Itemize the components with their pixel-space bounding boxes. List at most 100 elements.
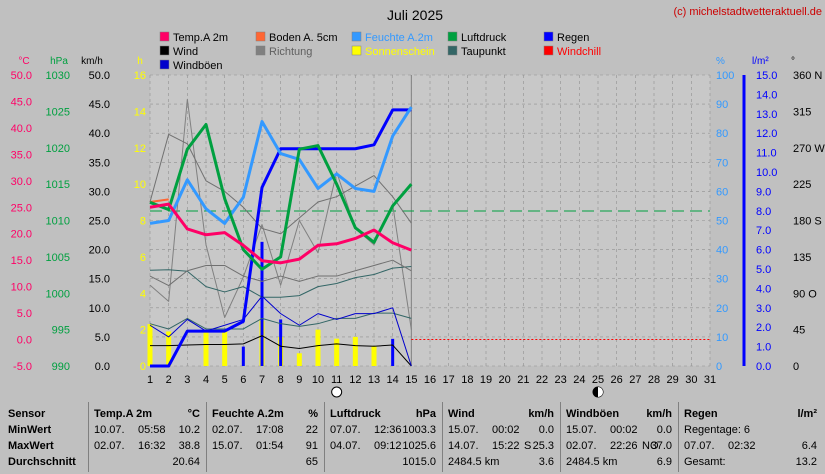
axis-tick-5-2: 13.0 <box>756 109 777 121</box>
label-maxwert: MaxWert <box>8 440 54 452</box>
legend-label-5: Wind <box>173 46 198 58</box>
x-tick-31: 31 <box>704 374 716 386</box>
legend-label-0: Temp.A 2m <box>173 32 228 44</box>
legend-label-7: Sonnenschein <box>365 46 435 58</box>
stats-panel-3: Wind km/h 15.07. 00:02 0.0 14.07. 15:22 S 25.3 24… <box>442 402 561 472</box>
x-tick-10: 10 <box>312 374 324 386</box>
rain-bar-7 <box>260 241 264 366</box>
axis-tick-5-15: 0.0 <box>756 361 771 373</box>
stats-title-5: Regen <box>684 408 718 420</box>
axis-tick-0-9: 5.0 <box>17 308 32 320</box>
stats-avg-date-4: 2484.5 km <box>566 456 618 468</box>
axis-tick-5-9: 6.0 <box>756 245 771 257</box>
x-tick-23: 23 <box>555 374 567 386</box>
stats-unit-1: % <box>308 408 318 420</box>
stats-min-value-1: 22 <box>305 424 318 436</box>
stats-min-date-2: 07.07. <box>330 424 361 436</box>
temp-line <box>149 202 412 265</box>
x-tick-15: 15 <box>405 374 417 386</box>
stats-min-date-5: Regentage: 6 <box>684 424 751 436</box>
axis-tick-3-4: 8 <box>140 216 146 228</box>
stats-min-time-4: 00:02 <box>610 424 638 436</box>
x-tick-17: 17 <box>443 374 455 386</box>
x-tick-1: 1 <box>147 374 153 386</box>
axis-tick-6-8: 0 <box>793 361 799 373</box>
x-tick-26: 26 <box>611 374 623 386</box>
axis-tick-1-7: 995 <box>52 325 70 337</box>
windboeen-line <box>149 295 412 367</box>
axis-tick-5-10: 5.0 <box>756 264 771 276</box>
axis-tick-5-11: 4.0 <box>756 283 771 295</box>
legend-swatch-8 <box>447 45 458 56</box>
axis-unit-3: h <box>137 56 143 67</box>
temp-min-line <box>149 259 412 287</box>
axis-tick-2-3: 35.0 <box>89 157 110 169</box>
axis-tick-4-5: 50 <box>716 216 728 228</box>
stats-min-time-0: 05:58 <box>138 424 166 436</box>
axis-tick-2-9: 5.0 <box>95 332 110 344</box>
feuchte-line <box>149 106 413 225</box>
axis-tick-5-4: 11.0 <box>756 148 777 160</box>
stats-max-date-1: 15.07. <box>212 440 243 452</box>
legend-label-8: Taupunkt <box>461 46 506 58</box>
stats-avg-value-4: 6.9 <box>656 456 672 468</box>
stats-title-4: Windböen <box>566 408 620 420</box>
stats-title-0: Temp.A 2m <box>94 408 153 420</box>
x-tick-30: 30 <box>685 374 697 386</box>
legend-label-10: Windböen <box>173 60 223 72</box>
axis-tick-4-9: 10 <box>716 332 728 344</box>
axis-tick-4-0: 100 <box>716 70 734 82</box>
axis-tick-4-1: 90 <box>716 99 728 111</box>
statistics-table: Sensor MinWert MaxWert Durchschnitt Temp… <box>0 400 825 474</box>
legend-label-1: Boden A. 5cm <box>269 32 338 44</box>
legend-swatch-9 <box>543 45 554 56</box>
axis-tick-6-6: 90 O <box>793 288 817 300</box>
stats-min-date-0: 10.07. <box>94 424 125 436</box>
sun-bar-9 <box>296 353 302 366</box>
axis-tick-0-7: 15.0 <box>11 255 32 267</box>
axis-tick-1-3: 1015 <box>46 179 70 191</box>
rain-bar-6 <box>241 346 245 366</box>
x-tick-29: 29 <box>667 374 679 386</box>
moon-full-icon <box>331 386 343 398</box>
x-tick-22: 22 <box>536 374 548 386</box>
stats-max-dir-3: S <box>524 440 532 452</box>
axis-tick-5-0: 15.0 <box>756 70 777 82</box>
stats-max-date-5: 07.07. <box>684 440 715 452</box>
stats-min-value-2: 1003.3 <box>402 424 436 436</box>
stats-min-time-3: 00:02 <box>492 424 520 436</box>
series <box>147 98 710 368</box>
x-tick-18: 18 <box>461 374 473 386</box>
axis-tick-4-4: 60 <box>716 186 728 198</box>
regen-sum-line <box>150 108 412 368</box>
x-tick-25: 25 <box>592 374 604 386</box>
rain-bar-8 <box>279 319 283 366</box>
stats-max-date-0: 02.07. <box>94 440 125 452</box>
stats-row-labels: Sensor MinWert MaxWert Durchschnitt <box>0 402 89 472</box>
sun-bar-2 <box>166 331 172 366</box>
stats-max-time-1: 01:54 <box>256 440 284 452</box>
x-tick-11: 11 <box>331 374 342 386</box>
stats-max-time-3: 15:22 <box>492 440 520 452</box>
stats-max-value-5: 6.4 <box>801 440 817 452</box>
sun-bar-5 <box>222 331 228 366</box>
legend: Temp.A 2m Boden A. 5cm Feuchte A.2m Luftdru… <box>159 31 601 72</box>
sun-bar-13 <box>371 345 377 366</box>
x-tick-8: 8 <box>278 374 284 386</box>
stats-min-date-3: 15.07. <box>448 424 479 436</box>
axis-tick-0-1: 45.0 <box>11 96 32 108</box>
stats-max-value-0: 38.8 <box>178 440 200 452</box>
sun-bar-1 <box>147 324 153 366</box>
stats-unit-0: °C <box>187 408 200 420</box>
stats-max-value-1: 91 <box>305 440 318 452</box>
x-tick-9: 9 <box>296 374 302 386</box>
stats-title-1: Feuchte A.2m <box>212 408 284 420</box>
axis-unit-6: ° <box>791 56 795 67</box>
stats-min-time-2: 12:36 <box>374 424 402 436</box>
axis-tick-5-13: 2.0 <box>756 322 771 334</box>
label-durchschnitt: Durchschnitt <box>8 456 76 468</box>
axis-unit-0: °C <box>18 56 29 67</box>
stats-unit-2: hPa <box>415 408 436 420</box>
stats-min-value-3: 0.0 <box>538 424 554 436</box>
x-tick-19: 19 <box>480 374 492 386</box>
